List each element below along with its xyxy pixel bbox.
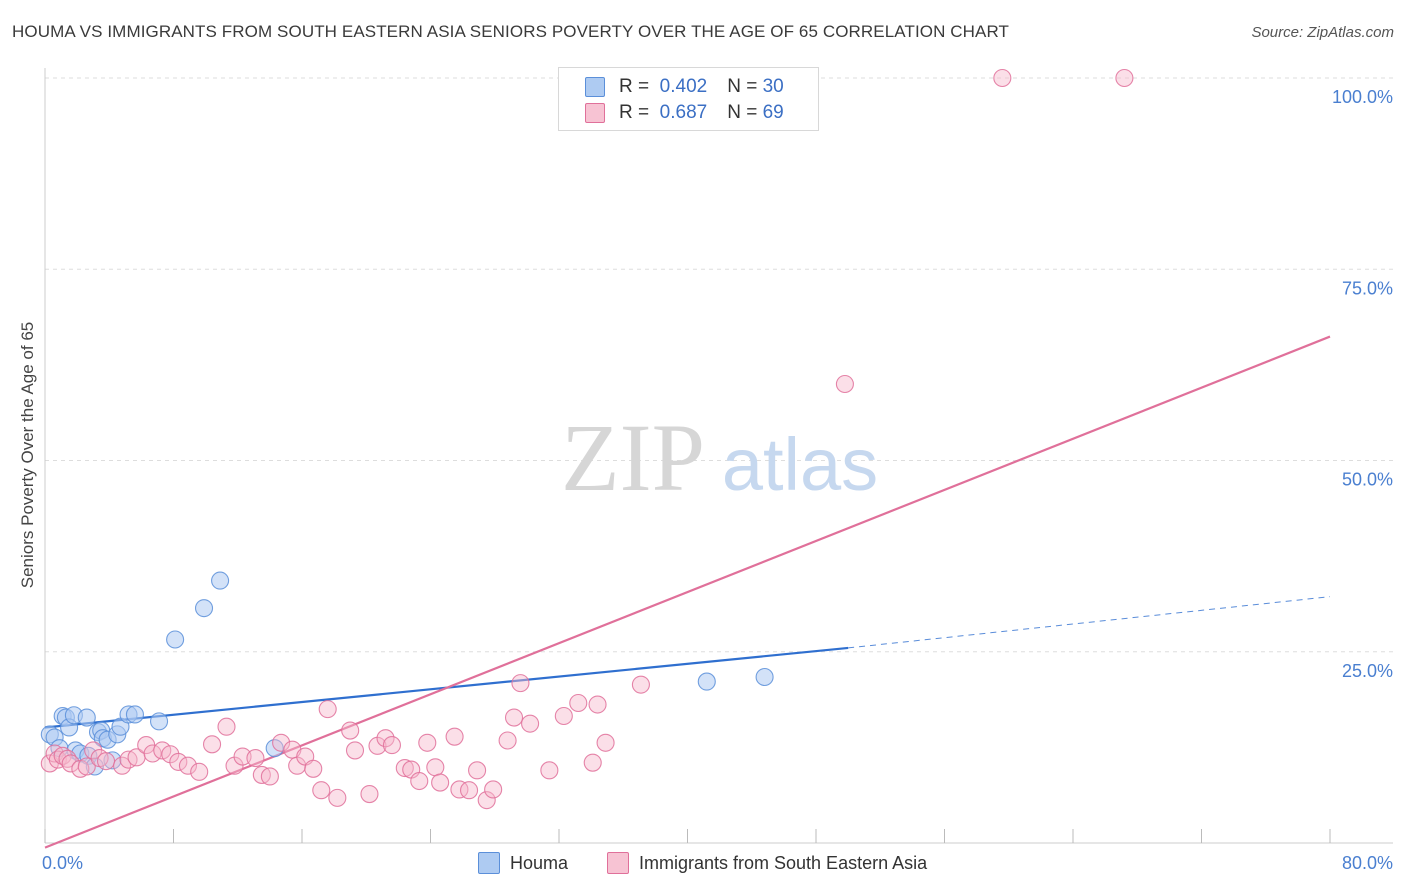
- chart-title: HOUMA VS IMMIGRANTS FROM SOUTH EASTERN A…: [12, 22, 1010, 41]
- watermark-atlas: atlas: [722, 423, 878, 506]
- point-immigrants: [77, 757, 96, 776]
- tick-labels: 25.0% 50.0% 75.0% 100.0% 0.0% 80.0%: [42, 87, 1393, 873]
- point-immigrants: [418, 733, 437, 752]
- point-immigrants: [345, 741, 365, 760]
- point-immigrants: [328, 788, 347, 807]
- legend-n-value-immigrants: 69: [762, 102, 784, 123]
- legend-row-immigrants: R = 0.687 N = 69: [585, 101, 784, 125]
- point-immigrants: [596, 733, 615, 752]
- point-houma: [211, 571, 230, 590]
- point-immigrants: [631, 675, 650, 694]
- point-immigrants: [993, 68, 1012, 88]
- point-houma: [166, 630, 185, 649]
- trend-line-immigrants: [44, 335, 1331, 849]
- legend-r-value-immigrants: 0.687: [659, 102, 708, 123]
- point-immigrants: [540, 761, 559, 780]
- x-tick-label: 0.0%: [42, 853, 83, 873]
- point-immigrants: [318, 700, 337, 719]
- bottom-legend-label-houma: Houma: [510, 852, 569, 873]
- point-immigrants: [498, 731, 517, 750]
- legend-n-label: N =: [727, 102, 758, 123]
- point-immigrants: [426, 758, 445, 777]
- point-immigrants: [217, 717, 236, 736]
- point-immigrants: [588, 695, 607, 714]
- trend-lines: [44, 335, 1331, 849]
- grid-lines: [45, 77, 1393, 653]
- point-immigrants: [431, 773, 450, 792]
- point-immigrants: [376, 729, 395, 748]
- legend-n-value-houma: 30: [762, 76, 784, 97]
- point-immigrants: [569, 693, 588, 713]
- y-axis-label: Seniors Poverty Over the Age of 65: [18, 322, 37, 588]
- bottom-legend-houma: Houma: [478, 852, 568, 874]
- bottom-legend-immigrants: Immigrants from South Eastern Asia: [607, 852, 927, 874]
- legend-n-label: N =: [727, 76, 758, 97]
- point-immigrants: [190, 762, 209, 781]
- point-immigrants: [459, 781, 479, 800]
- y-tick-label: 50.0%: [1342, 470, 1393, 490]
- x-tick-label: 80.0%: [1342, 853, 1393, 873]
- legend-r-label: R =: [619, 102, 650, 123]
- watermark: ZIP atlas: [561, 404, 878, 511]
- point-immigrants: [1115, 68, 1134, 88]
- point-immigrants: [304, 759, 323, 778]
- point-houma: [697, 672, 716, 691]
- point-immigrants: [395, 758, 414, 778]
- point-houma: [77, 708, 96, 727]
- legend-r-value-houma: 0.402: [659, 76, 708, 97]
- point-immigrants: [246, 749, 265, 768]
- y-tick-label: 75.0%: [1342, 278, 1393, 298]
- watermark-zip: ZIP: [561, 404, 705, 511]
- point-immigrants: [341, 721, 360, 740]
- source-label: Source: ZipAtlas.com: [1251, 24, 1394, 41]
- point-immigrants: [360, 784, 379, 804]
- point-immigrants: [504, 708, 524, 727]
- legend-r-label: R =: [619, 76, 650, 97]
- bottom-legend-swatch-houma: [478, 852, 500, 874]
- point-immigrants: [410, 771, 429, 791]
- point-immigrants: [169, 752, 188, 771]
- legend-swatch-immigrants: [585, 103, 605, 123]
- bottom-legend-label-immigrants: Immigrants from South Eastern Asia: [639, 852, 928, 873]
- legend-swatch-houma: [585, 77, 605, 97]
- legend-row-houma: R = 0.402 N = 30: [585, 75, 784, 99]
- point-houma: [149, 712, 169, 731]
- point-immigrants: [178, 756, 198, 775]
- y-tick-label: 25.0%: [1342, 661, 1393, 681]
- point-immigrants: [96, 752, 116, 771]
- point-immigrants: [312, 781, 331, 800]
- point-immigrants: [521, 714, 540, 733]
- bottom-legend-swatch-immigrants: [607, 852, 629, 874]
- point-immigrants: [450, 780, 469, 799]
- point-immigrants: [554, 706, 573, 726]
- point-immigrants: [583, 753, 602, 772]
- point-houma: [755, 667, 774, 687]
- point-immigrants: [468, 761, 487, 780]
- point-houma: [125, 705, 144, 724]
- point-immigrants: [382, 736, 402, 755]
- point-immigrants: [511, 674, 530, 693]
- point-immigrants: [484, 780, 503, 799]
- point-immigrants: [477, 791, 496, 810]
- axes: [44, 68, 1393, 844]
- point-immigrants: [203, 735, 222, 754]
- legend: R = 0.402 N = 30 R = 0.687 N = 69: [558, 67, 819, 131]
- point-immigrants: [260, 767, 279, 786]
- point-immigrants: [835, 374, 854, 394]
- point-houma: [194, 599, 214, 618]
- trend-line-houma-extension: [848, 596, 1331, 649]
- point-immigrants: [445, 727, 464, 746]
- point-immigrants: [143, 744, 162, 763]
- data-points: [40, 68, 1134, 810]
- point-immigrants: [272, 733, 291, 752]
- bottom-legend: Houma Immigrants from South Eastern Asia: [0, 852, 1406, 878]
- point-immigrants: [84, 741, 103, 760]
- y-tick-label: 100.0%: [1332, 87, 1393, 107]
